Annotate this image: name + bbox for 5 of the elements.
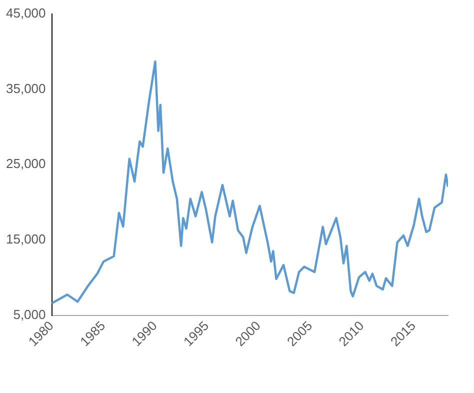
y-tick-label: 15,000 (6, 232, 46, 247)
y-tick-label: 45,000 (6, 5, 46, 20)
y-tick-label: 35,000 (6, 80, 46, 96)
y-tick-label: 25,000 (6, 156, 46, 172)
y-tick-label: 5,000 (13, 307, 46, 322)
